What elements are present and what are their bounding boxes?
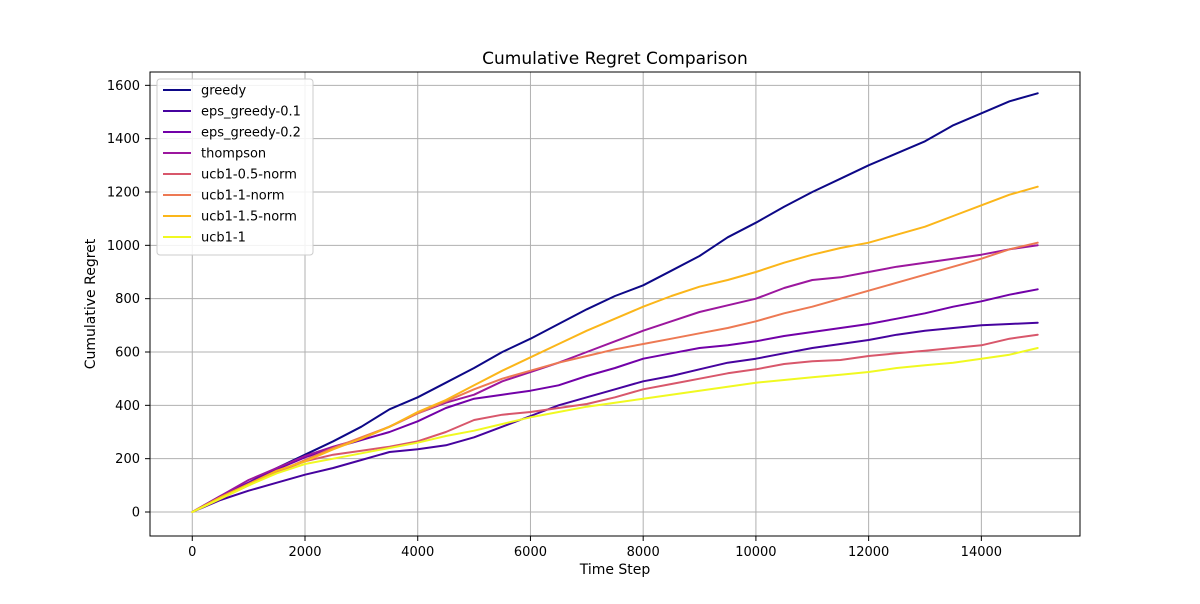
- grid-layer: [150, 72, 1080, 536]
- x-tick-label: 10000: [735, 545, 776, 560]
- x-tick-label: 8000: [627, 545, 660, 560]
- y-tick-label: 1200: [107, 186, 140, 201]
- legend-label: thompson: [201, 147, 266, 162]
- x-tick-label: 14000: [961, 545, 1002, 560]
- legend-label: eps_greedy-0.1: [201, 105, 301, 120]
- x-tick-label: 12000: [848, 545, 889, 560]
- series-line-thompson: [191, 244, 1039, 513]
- legend-label: ucb1-0.5-norm: [201, 168, 297, 183]
- y-tick-label: 600: [115, 346, 140, 361]
- legend-label: ucb1-1.5-norm: [201, 210, 297, 225]
- x-tick-label: 2000: [288, 545, 321, 560]
- y-axis-label: Cumulative Regret: [83, 238, 99, 369]
- legend-label: greedy: [201, 84, 247, 99]
- x-tick-label: 0: [188, 545, 196, 560]
- y-tick-label: 1400: [107, 132, 140, 147]
- series-line-ucb1-1-norm: [191, 241, 1039, 513]
- y-tick-label: 0: [132, 506, 140, 521]
- legend-label: eps_greedy-0.2: [201, 126, 301, 141]
- ticks-layer: 0 2000 4000 6000 8000 10000 12000 14000 0 200 400 6…: [107, 79, 1002, 560]
- y-tick-label: 400: [115, 399, 140, 414]
- legend-label: ucb1-1-norm: [201, 189, 285, 204]
- series-line-eps_greedy-0.2: [191, 288, 1039, 513]
- y-tick-label: 1000: [107, 239, 140, 254]
- series-layer: [191, 92, 1039, 513]
- series-line-ucb1-1.5-norm: [191, 185, 1039, 513]
- y-tick-label: 1600: [107, 79, 140, 94]
- legend-label: ucb1-1: [201, 231, 246, 246]
- y-tick-label: 800: [115, 292, 140, 307]
- x-tick-label: 4000: [401, 545, 434, 560]
- x-tick-label: 6000: [514, 545, 547, 560]
- chart-title: Cumulative Regret Comparison: [482, 49, 748, 69]
- x-axis-label: Time Step: [579, 562, 651, 578]
- series-line-greedy: [191, 92, 1039, 513]
- y-tick-label: 200: [115, 452, 140, 467]
- series-line-ucb1-0.5-norm: [191, 333, 1039, 513]
- series-line-eps_greedy-0.1: [191, 321, 1039, 513]
- legend: greedy eps_greedy-0.1 eps_greedy-0.2thomps…: [156, 78, 314, 256]
- series-line-ucb1-1: [191, 347, 1039, 513]
- legend-box: [156, 78, 314, 256]
- plot-frame: [149, 71, 1081, 537]
